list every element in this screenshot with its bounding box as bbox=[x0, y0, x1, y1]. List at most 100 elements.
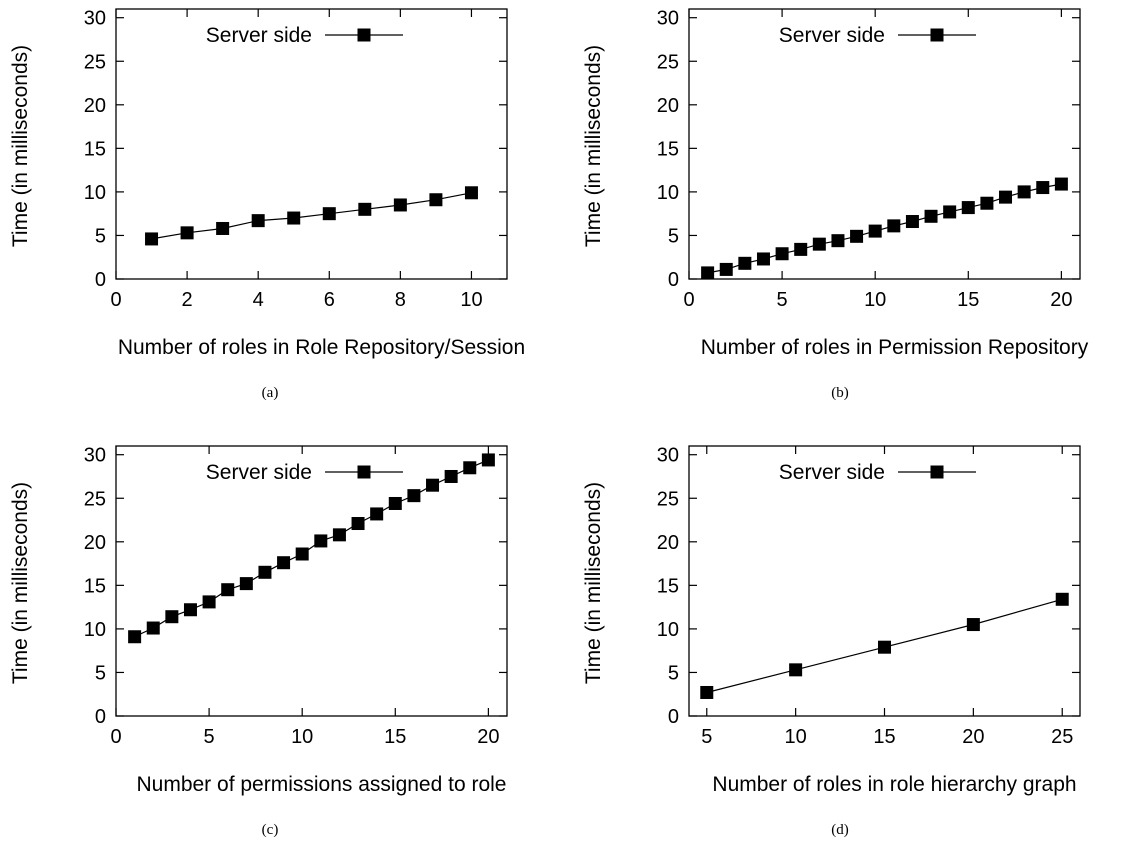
x-tick-label: 15 bbox=[957, 289, 979, 311]
data-point bbox=[775, 247, 789, 261]
data-point bbox=[388, 496, 402, 510]
data-point bbox=[868, 224, 882, 238]
x-tick-label: 25 bbox=[1051, 726, 1073, 748]
data-point bbox=[258, 565, 272, 579]
x-axis-label: Number of permissions assigned to role bbox=[136, 773, 506, 796]
y-tick-label: 20 bbox=[84, 95, 106, 117]
data-point bbox=[794, 242, 808, 256]
x-axis-label: Number of roles in Permission Repository bbox=[701, 336, 1089, 359]
y-tick-label: 5 bbox=[95, 662, 106, 684]
data-point bbox=[831, 234, 845, 248]
x-tick-label: 0 bbox=[683, 289, 694, 311]
y-tick-label: 30 bbox=[84, 445, 106, 467]
plot-frame bbox=[115, 8, 508, 280]
data-point bbox=[444, 469, 458, 483]
data-point bbox=[961, 201, 975, 215]
data-point bbox=[980, 196, 994, 210]
x-tick-label: 20 bbox=[1050, 289, 1072, 311]
y-tick-label: 20 bbox=[657, 95, 679, 117]
panel-caption: (c) bbox=[262, 822, 279, 838]
legend-label: Server side bbox=[206, 24, 312, 47]
data-point bbox=[700, 685, 714, 699]
data-point bbox=[464, 186, 478, 200]
plot-frame bbox=[115, 445, 508, 717]
data-point bbox=[202, 595, 216, 609]
data-point bbox=[426, 478, 440, 492]
x-tick-label: 15 bbox=[873, 726, 895, 748]
data-point bbox=[738, 256, 752, 270]
plot-frame bbox=[688, 8, 1081, 280]
panel-caption: (d) bbox=[831, 822, 849, 838]
y-tick-label: 25 bbox=[657, 51, 679, 73]
y-tick-label: 10 bbox=[84, 619, 106, 641]
data-point bbox=[287, 211, 301, 225]
legend-marker bbox=[357, 28, 371, 42]
x-tick-label: 5 bbox=[701, 726, 712, 748]
data-point bbox=[295, 547, 309, 561]
x-tick-label: 5 bbox=[204, 726, 215, 748]
data-point bbox=[719, 262, 733, 276]
data-point bbox=[251, 214, 265, 228]
data-point bbox=[812, 237, 826, 251]
data-point bbox=[943, 205, 957, 219]
y-tick-label: 0 bbox=[95, 706, 106, 728]
x-axis-label: Number of roles in Role Repository/Sessi… bbox=[118, 336, 525, 359]
y-tick-label: 0 bbox=[668, 269, 679, 291]
x-tick-label: 15 bbox=[384, 726, 406, 748]
y-tick-label: 5 bbox=[668, 662, 679, 684]
legend-marker bbox=[930, 28, 944, 42]
data-point bbox=[351, 517, 365, 531]
y-axis-label: Time (in milliseconds) bbox=[582, 482, 605, 684]
series-line bbox=[151, 192, 472, 240]
x-tick-label: 10 bbox=[785, 726, 807, 748]
y-axis-label: Time (in milliseconds) bbox=[9, 45, 32, 247]
data-point bbox=[1017, 185, 1031, 199]
legend-marker bbox=[930, 465, 944, 479]
data-point bbox=[239, 577, 253, 591]
data-point bbox=[332, 528, 346, 542]
x-tick-label: 20 bbox=[477, 726, 499, 748]
y-tick-label: 30 bbox=[84, 8, 106, 30]
data-point bbox=[756, 252, 770, 266]
legend-label: Server side bbox=[779, 24, 885, 47]
data-point bbox=[429, 193, 443, 207]
data-point bbox=[180, 226, 194, 240]
y-tick-label: 30 bbox=[657, 445, 679, 467]
y-tick-label: 15 bbox=[84, 575, 106, 597]
data-point bbox=[1054, 177, 1068, 191]
data-point bbox=[481, 453, 495, 467]
data-point bbox=[370, 507, 384, 521]
data-point bbox=[145, 232, 159, 246]
chart-panel-1: 0 5 10 15 20 25 30 0 2 4 6 8 10 Number of roles in Ro… bbox=[9, 8, 525, 401]
data-point bbox=[407, 489, 421, 503]
y-tick-label: 20 bbox=[657, 532, 679, 554]
data-point bbox=[1036, 181, 1050, 195]
data-point bbox=[966, 618, 980, 632]
x-tick-label: 20 bbox=[962, 726, 984, 748]
y-tick-label: 5 bbox=[95, 225, 106, 247]
y-tick-label: 25 bbox=[84, 488, 106, 510]
y-tick-label: 25 bbox=[84, 51, 106, 73]
data-point bbox=[701, 266, 715, 280]
y-tick-label: 5 bbox=[668, 225, 679, 247]
y-axis-label: Time (in milliseconds) bbox=[582, 45, 605, 247]
y-tick-label: 30 bbox=[657, 8, 679, 30]
x-tick-label: 8 bbox=[395, 289, 406, 311]
y-tick-label: 0 bbox=[95, 269, 106, 291]
x-tick-label: 2 bbox=[182, 289, 193, 311]
y-tick-label: 20 bbox=[84, 532, 106, 554]
x-tick-label: 5 bbox=[777, 289, 788, 311]
x-tick-label: 10 bbox=[291, 726, 313, 748]
data-point bbox=[128, 630, 142, 644]
y-tick-label: 25 bbox=[657, 488, 679, 510]
data-point bbox=[463, 461, 477, 475]
data-point bbox=[1055, 592, 1069, 606]
data-point bbox=[277, 556, 291, 570]
data-point bbox=[789, 663, 803, 677]
panel-caption: (a) bbox=[262, 385, 279, 401]
panel-caption: (b) bbox=[831, 385, 849, 401]
data-point bbox=[314, 534, 328, 548]
data-point bbox=[887, 219, 901, 233]
